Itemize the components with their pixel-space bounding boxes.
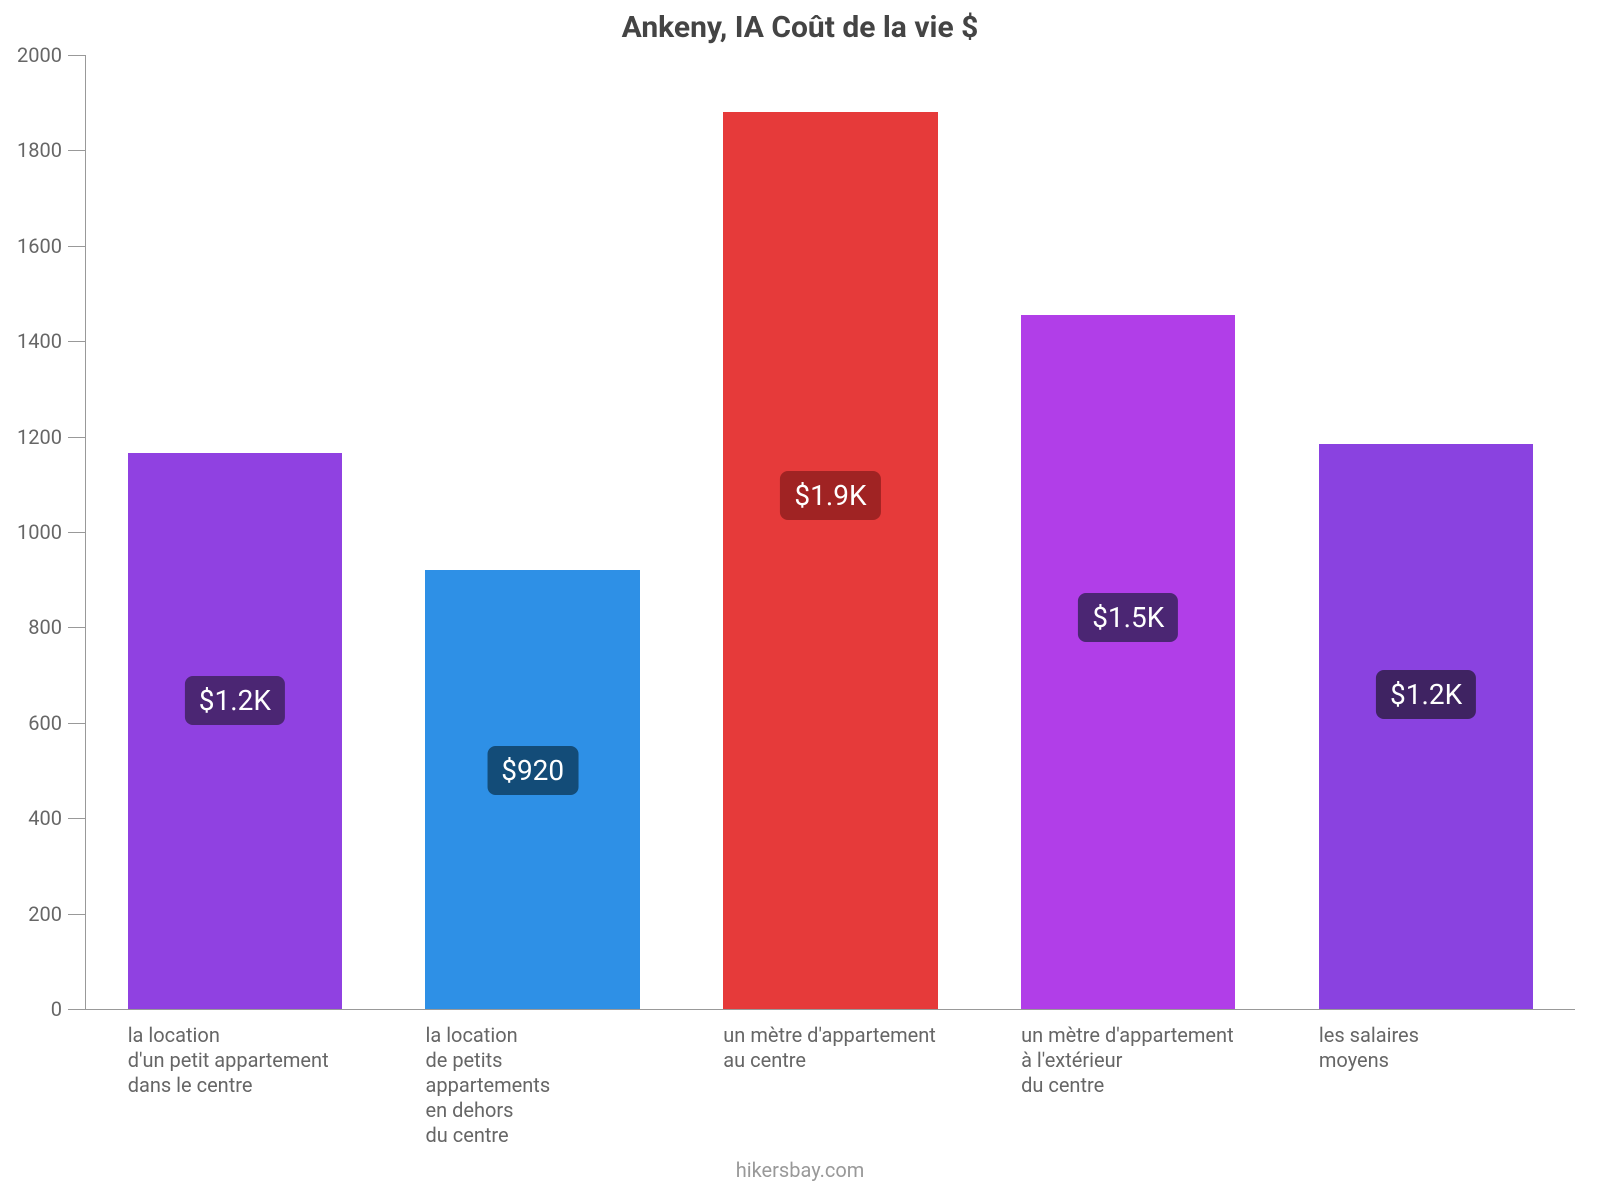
x-axis-label: un mètre d'appartement au centre	[723, 1009, 967, 1073]
y-tick-label: 400	[28, 806, 86, 830]
x-axis-label: les salaires moyens	[1319, 1009, 1563, 1073]
bar: $1.5K	[1021, 315, 1235, 1009]
bar: $1.2K	[128, 453, 342, 1009]
attribution-text: hikersbay.com	[0, 1158, 1600, 1182]
y-tick-label: 1200	[17, 425, 86, 449]
chart-title: Ankeny, IA Coût de la vie $	[0, 10, 1600, 45]
plot-area: 0200400600800100012001400160018002000$1.…	[85, 55, 1575, 1010]
bar-value-badge: $1.2K	[185, 676, 285, 725]
y-tick-label: 2000	[17, 43, 86, 67]
x-axis-label: un mètre d'appartement à l'extérieur du …	[1021, 1009, 1265, 1098]
y-tick-label: 1400	[17, 329, 86, 353]
cost-of-living-chart: Ankeny, IA Coût de la vie $ 020040060080…	[0, 0, 1600, 1200]
x-axis-label: la location d'un petit appartement dans …	[128, 1009, 372, 1098]
x-axis-label: la location de petits appartements en de…	[425, 1009, 669, 1148]
y-tick-label: 200	[28, 902, 86, 926]
bar-value-badge: $1.2K	[1376, 670, 1476, 719]
y-tick-label: 1600	[17, 234, 86, 258]
y-tick-label: 1800	[17, 138, 86, 162]
bar: $920	[425, 570, 639, 1009]
bar: $1.9K	[723, 112, 937, 1009]
y-tick-label: 0	[51, 997, 86, 1021]
bar-value-badge: $1.5K	[1078, 593, 1178, 642]
y-tick-label: 600	[28, 711, 86, 735]
bar-value-badge: $920	[487, 746, 578, 795]
y-tick-label: 1000	[17, 520, 86, 544]
bar: $1.2K	[1319, 444, 1533, 1009]
y-tick-label: 800	[28, 615, 86, 639]
bar-value-badge: $1.9K	[780, 471, 880, 520]
